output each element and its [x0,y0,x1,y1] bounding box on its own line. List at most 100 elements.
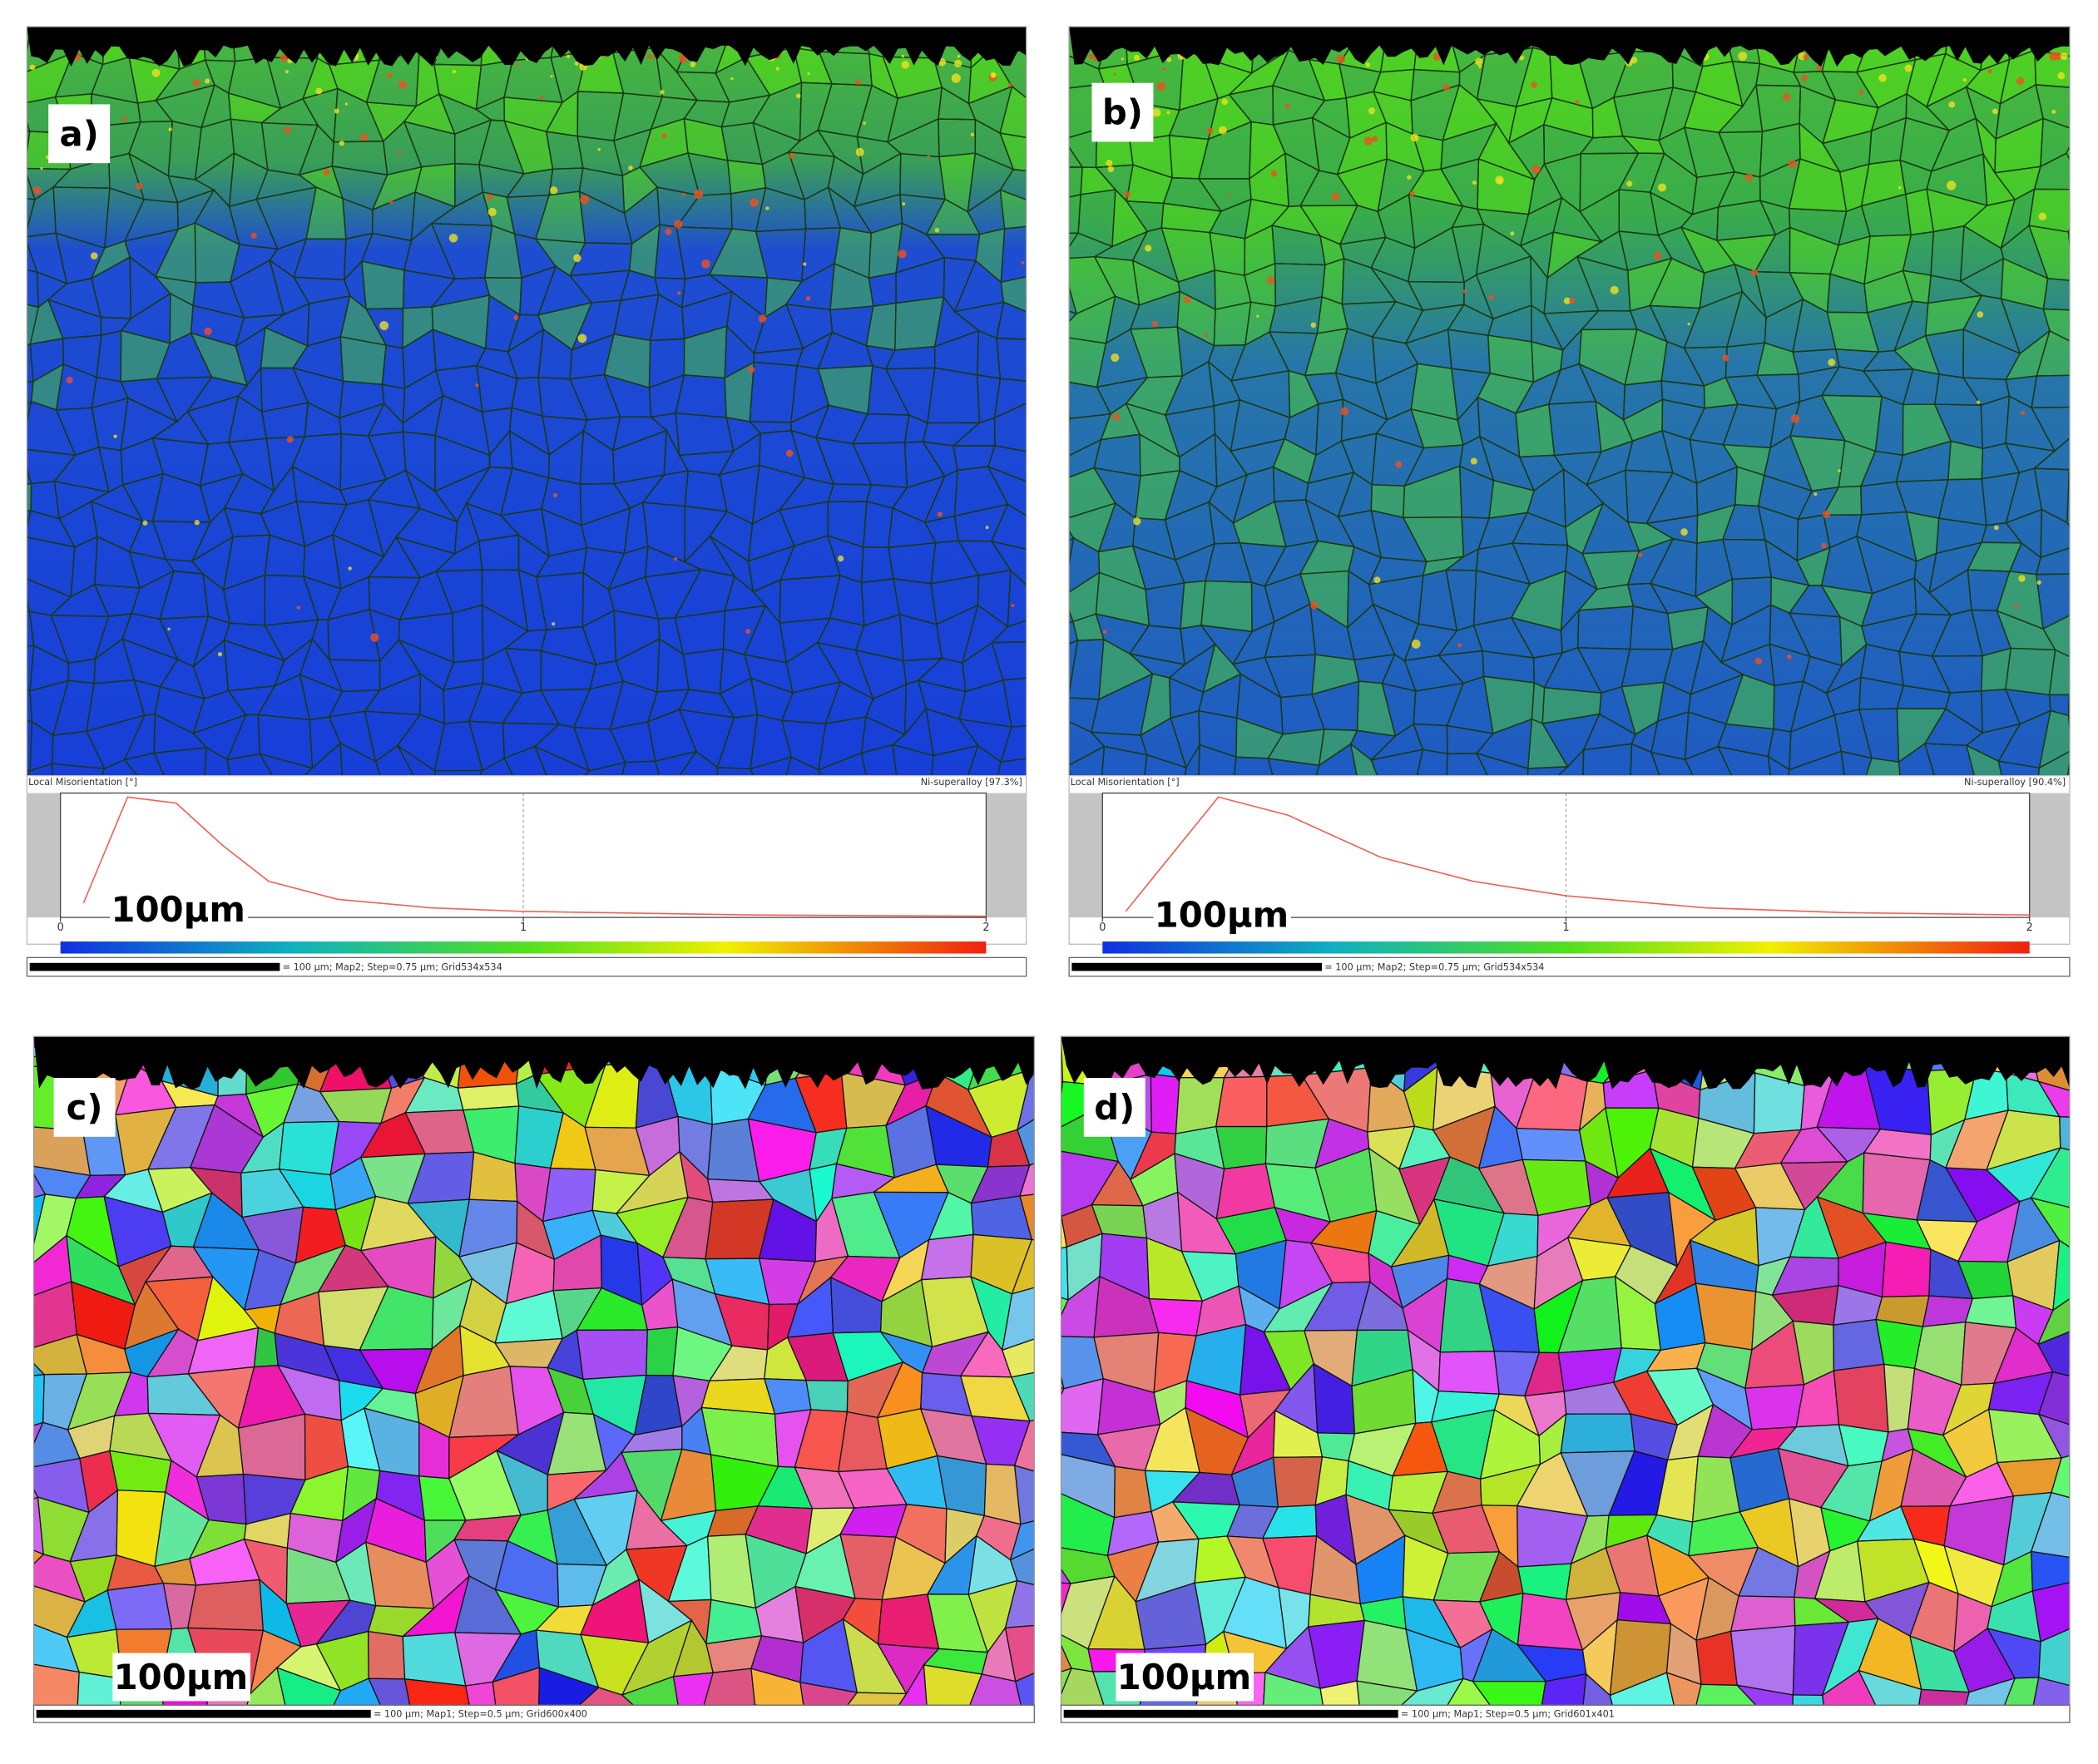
grain [999,189,1027,230]
grain [654,750,698,776]
grain [987,445,1027,482]
hotspot [647,53,653,60]
grain [682,648,725,694]
grain [847,1692,908,1706]
hotspot [1203,333,1208,338]
grain [982,1036,998,1044]
grain [403,1678,470,1706]
grain [464,1681,497,1706]
hotspot [1121,57,1124,61]
hotspot [1750,269,1759,276]
hotspot [2014,604,2019,610]
x-tick-label: 0 [57,922,64,934]
hotspot [985,526,989,530]
grain [583,761,626,776]
grain [1015,1673,1035,1706]
grain [1537,1036,1540,1038]
grain [1069,417,1071,434]
grain [589,1036,606,1041]
grain [999,132,1027,172]
grain [862,1036,892,1046]
grain [1688,1036,1708,1040]
hotspot [167,627,171,631]
hist-side [27,793,61,918]
hotspot [674,220,683,229]
scale-label: 100µm [114,1657,249,1697]
footer-box [1068,956,2071,977]
grain [2036,1331,2070,1377]
histogram-curve [82,796,987,917]
hotspot [665,228,672,235]
hotspot [1310,600,1319,610]
hotspot [676,291,681,295]
grain [1418,27,1422,29]
hotspot [1166,111,1170,115]
hotspot [1331,192,1340,201]
hotspot [2057,72,2066,80]
hotspot [448,234,458,243]
grain [1854,1036,1859,1044]
sample-edge [1061,1036,2070,1090]
hotspot [398,80,408,89]
grain [1263,1672,1324,1706]
grain [705,998,776,1024]
hotspot [1395,461,1403,468]
hotspot [142,520,148,526]
grain [1069,765,1071,776]
grain [1000,725,1027,763]
grain [218,987,255,1023]
hotspot [1373,576,1381,584]
grain [2036,573,2070,630]
hotspot [280,53,289,62]
grain [1069,609,1074,624]
grain [2052,1239,2070,1312]
grain [1315,743,1358,776]
grain [27,763,53,776]
grain [621,760,661,776]
hotspot [1687,322,1690,326]
hist-title: Local Misorientation [°] [28,777,137,788]
grain [1209,231,1246,277]
grain [1019,1163,1035,1197]
grain [2037,1413,2070,1459]
grain [920,1233,974,1281]
hotspot [1790,414,1800,423]
hotspot [1008,82,1012,87]
grain [27,130,31,156]
label-box [1083,1078,1145,1137]
scale-label: 100µm [111,889,245,930]
grain [675,374,727,418]
grain [1930,225,1965,283]
hotspot [1411,640,1421,649]
grain [2030,1147,2070,1208]
grain [2042,308,2070,342]
hotspot [927,155,931,158]
grain [33,1663,80,1706]
hotspot [1112,413,1121,421]
grain [1475,752,1529,776]
grain [1205,0,1255,27]
hotspot [1088,53,1095,60]
hotspot [951,73,961,83]
grain [480,27,504,31]
color-bar [1102,941,2030,954]
grain [0,1581,25,1632]
hist-side [2029,793,2070,918]
grain [805,1380,849,1413]
grain [226,753,274,776]
grain [0,1249,28,1300]
grain [2036,329,2070,377]
x-tick-label: 1 [520,922,527,934]
sample-edge [1069,27,2070,67]
hotspot [1156,82,1166,91]
grain [927,367,981,424]
hotspot [748,366,755,373]
grain [2042,278,2070,311]
hotspot [1472,180,1477,185]
hotspot [1858,89,1864,95]
hotspot [2016,77,2025,86]
grain [97,1036,129,1047]
hotspot [1987,68,1992,74]
grain [990,503,1027,550]
hotspot [1563,297,1571,304]
